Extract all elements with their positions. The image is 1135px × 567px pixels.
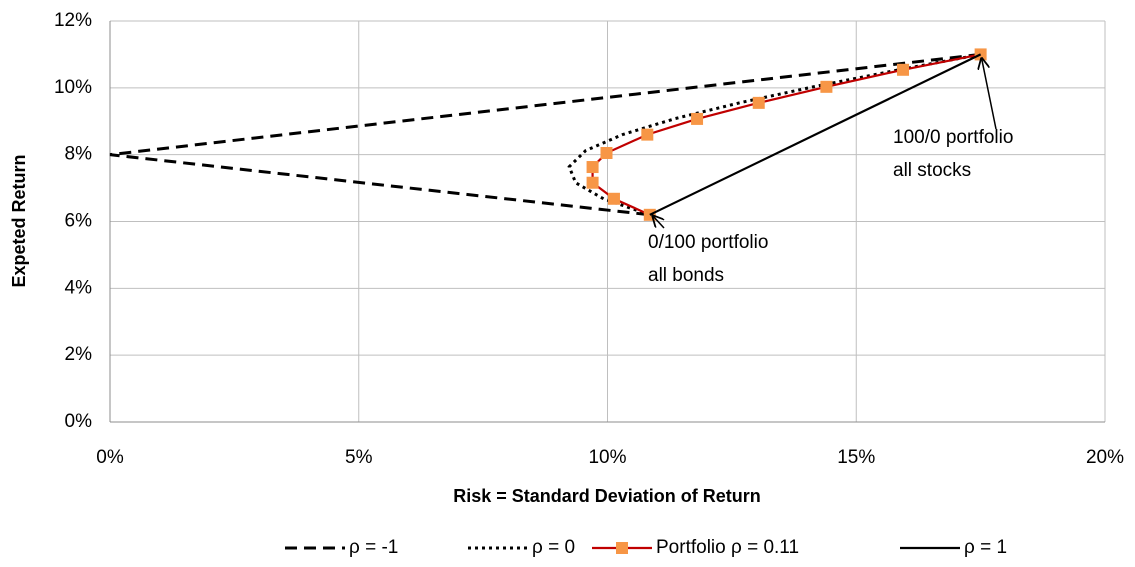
x-tick-label: 0% [96, 447, 124, 468]
y-tick-label: 10% [54, 77, 92, 98]
y-tick-label: 4% [65, 277, 93, 298]
marker [607, 192, 620, 205]
y-tick-label: 2% [65, 344, 93, 365]
annotation-text: 0/100 portfolio [648, 232, 768, 253]
y-tick-label: 6% [65, 211, 93, 232]
y-tick-label: 12% [54, 10, 92, 31]
x-tick-label: 5% [345, 447, 373, 468]
x-tick-label: 10% [588, 447, 626, 468]
marker [820, 80, 833, 93]
legend-label: ρ = -1 [349, 537, 398, 558]
legend-label: ρ = 0 [532, 537, 575, 558]
x-axis-label: Risk = Standard Deviation of Return [453, 486, 761, 506]
annotation-text: 100/0 portfolio [893, 127, 1013, 148]
series-line [567, 52, 981, 217]
series-line [649, 53, 982, 216]
marker [897, 63, 910, 76]
y-axis-label: Expeted Return [9, 154, 29, 287]
x-tick-label: 20% [1086, 447, 1124, 468]
annotation-arrow [982, 58, 997, 130]
x-tick-label: 15% [837, 447, 875, 468]
annotation-arrow [653, 216, 665, 229]
marker [600, 146, 613, 159]
legend-marker [616, 542, 628, 554]
annotation-text: all bonds [648, 265, 724, 286]
marker [691, 112, 704, 125]
legend-label: Portfolio ρ = 0.11 [656, 537, 799, 558]
marker [752, 96, 765, 109]
y-tick-label: 0% [65, 411, 93, 432]
series-line [109, 52, 981, 217]
marker [586, 161, 599, 174]
annotation-text: all stocks [893, 160, 971, 181]
marker [586, 176, 599, 189]
y-tick-label: 8% [65, 144, 93, 165]
marker [641, 128, 654, 141]
legend-label: ρ = 1 [964, 537, 1007, 558]
